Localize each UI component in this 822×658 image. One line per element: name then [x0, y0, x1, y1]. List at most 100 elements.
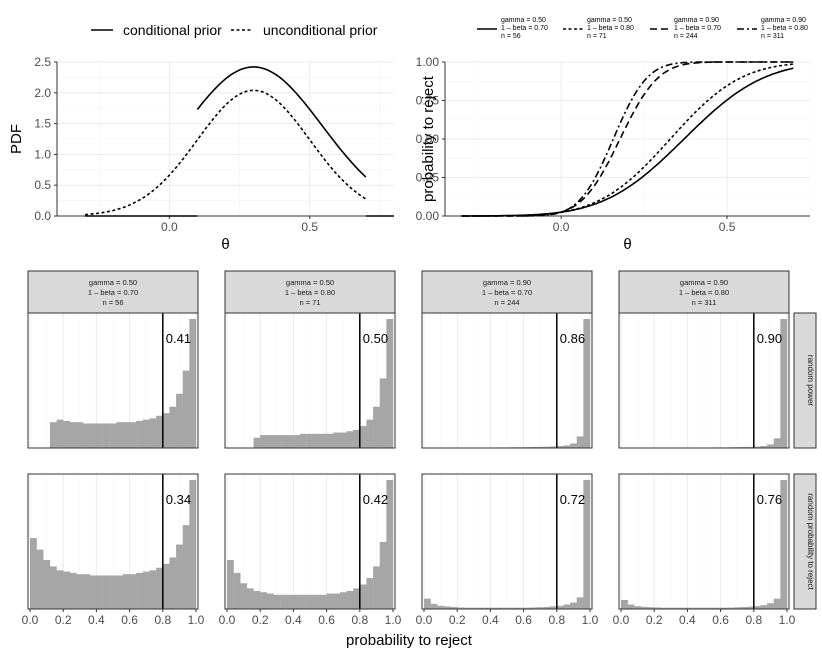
x-tick-label: 0.0 [613, 613, 630, 627]
hist-bar [694, 607, 701, 609]
strip-label-2-3: n = 71 [299, 298, 320, 307]
hist-bar [760, 445, 768, 448]
legend-label-3-2: 1 – beta = 0.70 [674, 25, 721, 32]
hist-bar [63, 571, 71, 609]
hist-bar [96, 575, 104, 609]
hist-bar [162, 563, 170, 609]
hist-bar [286, 435, 294, 448]
hist-bar [700, 607, 708, 609]
hist-bar [563, 604, 571, 610]
hist-bar [69, 572, 77, 609]
x-tick-label: 1.0 [779, 613, 796, 627]
hist-bar [266, 435, 274, 448]
hist-bar [753, 446, 761, 448]
hist-bar [149, 570, 157, 609]
facet-strip-row-2 [793, 473, 817, 610]
legend-label-1-2: 1 – beta = 0.70 [501, 25, 548, 32]
hist-x-axis-title: probability to reject [346, 632, 473, 649]
hist-bar [246, 588, 254, 609]
hist-bar [149, 418, 157, 448]
hist-bar [136, 572, 144, 609]
x-tick-label: 0.8 [351, 613, 368, 627]
hist-bar [182, 370, 190, 448]
facet-strip-col-1 [27, 270, 199, 314]
legend-label-1-1: gamma = 0.50 [501, 17, 546, 24]
hist-bar [69, 422, 77, 448]
y-tick-label: 0.75 [416, 94, 440, 108]
hist-bar [687, 607, 695, 609]
x-tick-label: 0.4 [679, 613, 696, 627]
x-tick-label: 0.2 [646, 613, 663, 627]
power-curve-n311 [461, 61, 794, 217]
x-tick-label: 0.8 [154, 613, 171, 627]
hist-bar [333, 593, 341, 609]
conditional-prior-line [196, 66, 367, 178]
hist-bar [366, 578, 374, 609]
hist-bar [142, 419, 150, 448]
hist-bar [570, 443, 577, 449]
hist-bar [49, 566, 57, 609]
x-tick-label: 0.4 [285, 613, 302, 627]
annotation-value: 0.42 [363, 492, 388, 507]
hist-bar [359, 584, 367, 609]
facet-strip-row-1 [793, 312, 817, 449]
hist-bar [89, 575, 97, 609]
hist-bar [293, 594, 301, 609]
hist-bar [339, 432, 347, 448]
hist-bar [103, 575, 110, 609]
hist-bar [477, 607, 484, 609]
y-tick-label: 2.0 [34, 86, 51, 100]
hist-bar [300, 594, 307, 609]
strip-label-4-1: gamma = 0.90 [680, 278, 728, 287]
hist-bar [516, 607, 524, 609]
hist-bar [76, 574, 84, 609]
hist-bar [260, 435, 268, 448]
hist-bar [253, 437, 261, 448]
hist-bar [366, 419, 374, 448]
hist-bar [280, 435, 287, 448]
hist-bar [30, 538, 37, 609]
x-axis-title: θ [623, 236, 631, 253]
hist-bar [627, 604, 635, 610]
hist-bar [142, 571, 150, 609]
x-tick-label: 0.6 [515, 613, 532, 627]
hist-bar [523, 607, 531, 609]
hist-bar [333, 432, 341, 448]
x-axis-title: θ [221, 236, 229, 253]
hist-bar [740, 446, 748, 448]
hist-bar [386, 319, 394, 448]
annotation-value: 0.90 [757, 331, 782, 346]
hist-bar [550, 446, 557, 448]
hist-bar [300, 433, 307, 448]
hist-bar [773, 598, 781, 609]
hist-bar [56, 419, 64, 448]
legend-label-conditional: conditional prior [123, 22, 222, 38]
y-tick-label: 0.25 [416, 171, 440, 185]
hist-bar [83, 423, 90, 448]
hist-bar [530, 607, 538, 609]
hist-bar [640, 606, 648, 609]
hist-bar [443, 606, 451, 609]
hist-bar [280, 594, 287, 609]
hist-bar [313, 594, 321, 609]
hist-bar [647, 607, 655, 609]
panel-border [618, 473, 790, 610]
hist-bar [747, 446, 754, 448]
hist-bar [490, 607, 498, 609]
prior-legend: conditional prior unconditional prior [91, 22, 378, 38]
legend-label-4-1: gamma = 0.90 [761, 17, 806, 24]
hist-bar [136, 420, 144, 448]
hist-bar [430, 603, 438, 609]
hist-bar [536, 607, 544, 609]
y-tick-label: 0.50 [416, 132, 440, 146]
legend-label-3-3: n = 244 [674, 33, 698, 40]
hist-bar [346, 431, 354, 448]
hist-bar [253, 590, 261, 609]
hist-bar [260, 592, 268, 609]
hist-bar [767, 444, 774, 448]
hist-bar [326, 593, 334, 609]
hist-bar [674, 607, 681, 609]
hist-bar [326, 433, 334, 448]
hist-bar [570, 602, 577, 609]
